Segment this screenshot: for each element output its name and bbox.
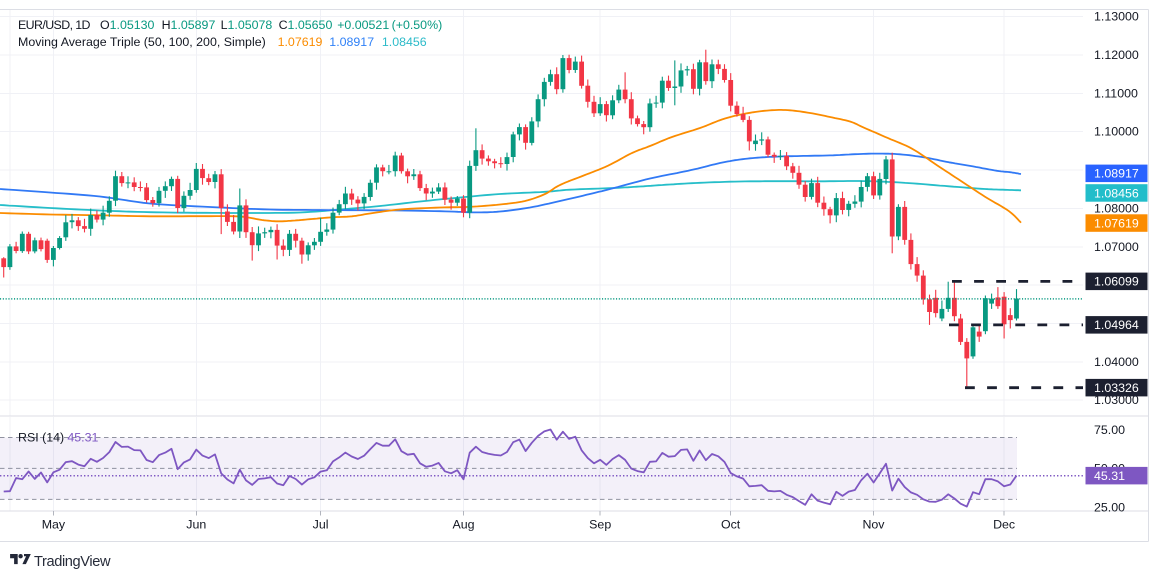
svg-text:1.10000: 1.10000 bbox=[1094, 125, 1139, 139]
svg-text:C1.05650: C1.05650 bbox=[279, 18, 333, 32]
svg-text:1.08917: 1.08917 bbox=[329, 35, 374, 49]
svg-text:25.00: 25.00 bbox=[1094, 501, 1125, 515]
svg-text:Jun: Jun bbox=[186, 518, 206, 532]
svg-text:L1.05078: L1.05078 bbox=[221, 18, 273, 32]
svg-text:75.00: 75.00 bbox=[1094, 423, 1125, 437]
svg-text:1.11000: 1.11000 bbox=[1094, 86, 1138, 100]
svg-text:Sep: Sep bbox=[589, 518, 611, 532]
svg-text:TradingView: TradingView bbox=[34, 554, 111, 570]
svg-text:1.08000: 1.08000 bbox=[1094, 201, 1139, 215]
svg-text:Moving Average Triple (50, 100: Moving Average Triple (50, 100, 200, Sim… bbox=[18, 35, 266, 49]
svg-text:(+0.50%): (+0.50%) bbox=[392, 18, 443, 32]
svg-text:1.06099: 1.06099 bbox=[1094, 275, 1139, 289]
svg-text:1.07619: 1.07619 bbox=[278, 35, 323, 49]
svg-text:1.04000: 1.04000 bbox=[1094, 355, 1139, 369]
svg-text:Jul: Jul bbox=[313, 518, 329, 532]
svg-text:Dec: Dec bbox=[993, 518, 1015, 532]
svg-text:RSI (14): RSI (14) bbox=[18, 430, 64, 444]
svg-text:1.08456: 1.08456 bbox=[1094, 186, 1139, 200]
svg-text:1.08456: 1.08456 bbox=[382, 35, 427, 49]
svg-text:Nov: Nov bbox=[862, 518, 885, 532]
svg-text:Aug: Aug bbox=[452, 518, 474, 532]
svg-text:1.13000: 1.13000 bbox=[1094, 10, 1139, 24]
svg-text:O1.05130: O1.05130 bbox=[100, 18, 155, 32]
svg-text:1.03326: 1.03326 bbox=[1094, 381, 1139, 395]
svg-text:1.12000: 1.12000 bbox=[1094, 48, 1139, 62]
svg-text:1.07000: 1.07000 bbox=[1094, 240, 1139, 254]
svg-text:1.08917: 1.08917 bbox=[1094, 167, 1139, 181]
svg-text:Oct: Oct bbox=[721, 518, 741, 532]
svg-text:45.31: 45.31 bbox=[1094, 469, 1125, 483]
svg-text:1.04964: 1.04964 bbox=[1094, 318, 1139, 332]
svg-text:EUR/USD, 1D: EUR/USD, 1D bbox=[18, 18, 91, 32]
svg-text:45.31: 45.31 bbox=[67, 430, 98, 444]
svg-text:+0.00521: +0.00521 bbox=[337, 18, 389, 32]
svg-text:May: May bbox=[42, 518, 66, 532]
svg-text:1.07619: 1.07619 bbox=[1094, 216, 1139, 230]
svg-text:H1.05897: H1.05897 bbox=[162, 18, 216, 32]
svg-text:1.03000: 1.03000 bbox=[1094, 393, 1139, 407]
